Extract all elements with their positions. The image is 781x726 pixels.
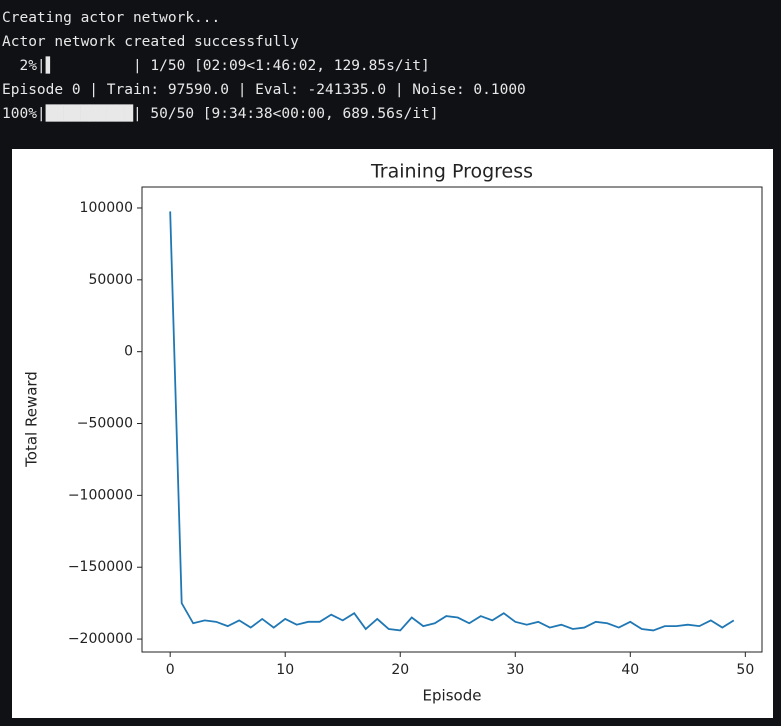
- plot-frame: [141, 186, 763, 653]
- y-tick-label: −150000: [68, 559, 133, 575]
- console-line: 2%|▌ | 1/50 [02:09<1:46:02, 129.85s/it]: [2, 58, 430, 74]
- y-tick-label: −100000: [68, 487, 133, 503]
- x-tick-label: 10: [276, 662, 294, 678]
- y-tick-label: 50000: [88, 272, 133, 288]
- console-line: Creating actor network...: [2, 10, 221, 26]
- data-line: [169, 211, 735, 632]
- x-tick-label: 50: [736, 662, 754, 678]
- x-tick-label: 30: [506, 662, 524, 678]
- y-tick-label: 100000: [80, 200, 133, 216]
- console-line: Actor network created successfully: [2, 34, 299, 50]
- console-output: Creating actor network... Actor network c…: [2, 6, 526, 126]
- console-line: 100%|██████████| 50/50 [9:34:38<00:00, 6…: [2, 106, 439, 122]
- y-tick-label: −50000: [77, 416, 133, 432]
- console-line: Episode 0 | Train: 97590.0 | Eval: -2413…: [2, 82, 526, 98]
- y-tick-label: 0: [124, 344, 133, 360]
- x-axis-label: Episode: [423, 687, 482, 705]
- chart-background: [12, 149, 773, 718]
- x-tick-label: 0: [166, 662, 175, 678]
- x-tick-label: 20: [391, 662, 409, 678]
- x-tick-label: 40: [621, 662, 639, 678]
- y-tick-label: −200000: [68, 631, 133, 647]
- chart: Training Progress Episode Total Reward −…: [12, 149, 773, 718]
- chart-title: Training Progress: [370, 161, 533, 183]
- y-axis-label: Total Reward: [23, 371, 41, 468]
